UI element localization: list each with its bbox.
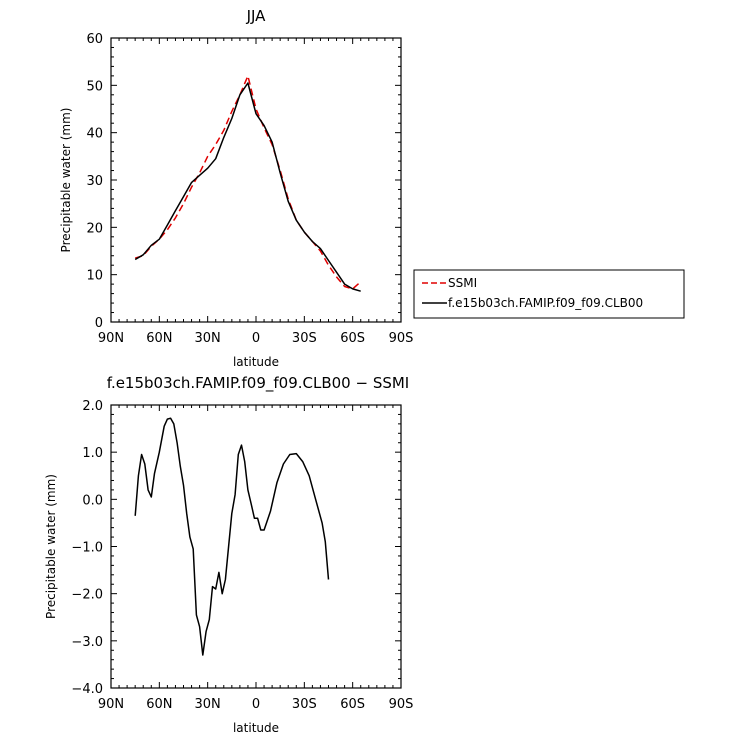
x-tick-label: 60S bbox=[340, 331, 365, 346]
x-axis-label: latitude bbox=[233, 721, 279, 735]
x-tick-label: 0 bbox=[252, 331, 260, 346]
x-tick-label: 90N bbox=[98, 331, 124, 346]
x-tick-label: 60S bbox=[340, 697, 365, 712]
y-tick-label: 0.0 bbox=[82, 493, 103, 508]
x-tick-label: 60N bbox=[146, 697, 172, 712]
y-tick-label: −1.0 bbox=[71, 541, 103, 556]
bottom-plot: 90N 60N 30N 0 30S 60S 90S −4.0 −3.0 −2.0 −1.0 0.0 1.… bbox=[44, 374, 413, 735]
y-tick-label: −4.0 bbox=[71, 682, 103, 697]
y-tick-label: −3.0 bbox=[71, 635, 103, 650]
legend-label-0: SSMI bbox=[448, 276, 477, 290]
y-tick-label: 60 bbox=[86, 32, 103, 47]
x-axis-label: latitude bbox=[233, 355, 279, 369]
x-tick-label: 90N bbox=[98, 697, 124, 712]
y-tick-label: 2.0 bbox=[82, 399, 103, 414]
x-tick-label: 90S bbox=[389, 697, 414, 712]
y-axis-label: Precipitable water (mm) bbox=[44, 474, 58, 619]
series-line-0 bbox=[134, 417, 330, 656]
x-tick-label: 30S bbox=[292, 697, 317, 712]
legend-label-1: f.e15b03ch.FAMIP.f09_f09.CLB00 bbox=[448, 296, 643, 310]
legend-box bbox=[413, 269, 685, 319]
x-tick-label: 30N bbox=[195, 331, 221, 346]
y-tick-label: 0 bbox=[95, 316, 103, 331]
x-tick-label: 30S bbox=[292, 331, 317, 346]
series-line-1 bbox=[134, 82, 361, 292]
y-tick-label: 30 bbox=[86, 174, 103, 189]
plot-frame bbox=[110, 404, 402, 689]
y-tick-label: 40 bbox=[86, 127, 103, 142]
x-tick-label: 60N bbox=[146, 331, 172, 346]
y-tick-label: −2.0 bbox=[71, 588, 103, 603]
chart-title: JJA bbox=[246, 7, 267, 25]
y-tick-label: 50 bbox=[86, 79, 103, 94]
x-tick-label: 0 bbox=[252, 697, 260, 712]
x-tick-label: 30N bbox=[195, 697, 221, 712]
y-tick-label: 1.0 bbox=[82, 446, 103, 461]
top-plot: 90N 60N 30N 0 30S 60S 90S 0 10 20 30 40 50 60 JJA latit… bbox=[59, 7, 685, 369]
x-tick-label: 90S bbox=[389, 331, 414, 346]
y-axis-label: Precipitable water (mm) bbox=[59, 108, 73, 253]
plot-frame bbox=[110, 37, 402, 323]
y-tick-label: 10 bbox=[86, 269, 103, 284]
chart-title: f.e15b03ch.FAMIP.f09_f09.CLB00 − SSMI bbox=[107, 374, 409, 393]
y-tick-label: 20 bbox=[86, 221, 103, 236]
